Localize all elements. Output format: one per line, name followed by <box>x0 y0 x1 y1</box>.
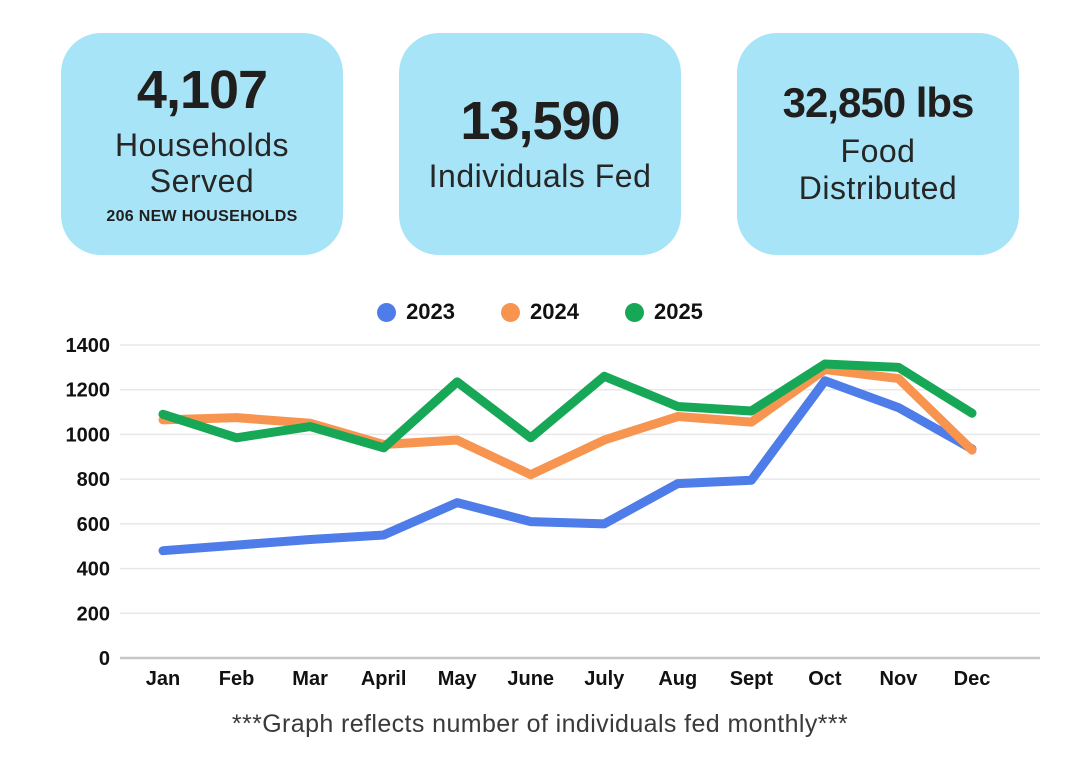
x-tick-label: Sept <box>730 668 774 690</box>
legend-label: 2024 <box>530 299 579 324</box>
x-tick-label: May <box>438 668 478 690</box>
households-served-label: Households Served <box>115 126 289 200</box>
new-households-sub-label: 206 NEW HOUSEHOLDS <box>106 208 298 226</box>
y-tick-label: 800 <box>77 469 110 491</box>
legend-dot-icon <box>624 302 644 322</box>
stat-cards-row: 4,107 Households Served 206 NEW HOUSEHOL… <box>0 33 1080 255</box>
y-tick-label: 200 <box>77 603 110 625</box>
y-tick-label: 1400 <box>66 335 111 357</box>
chart-footnote: ***Graph reflects number of individuals … <box>231 710 849 738</box>
x-tick-label: Nov <box>880 668 919 690</box>
chart-legend: 2023 2024 2025 <box>0 299 1080 325</box>
food-distributed-label: Food Distributed <box>798 133 958 207</box>
stat-card-individuals-fed: 13,590 Individuals Fed <box>399 33 681 255</box>
stat-card-households-served: 4,107 Households Served 206 NEW HOUSEHOL… <box>61 33 343 255</box>
legend-item-2024: 2024 <box>501 299 579 325</box>
x-tick-label: Oct <box>808 668 842 690</box>
x-tick-label: Dec <box>954 668 991 690</box>
y-tick-label: 400 <box>77 559 110 581</box>
x-tick-label: June <box>507 668 554 690</box>
stat-card-food-distributed: 32,850 lbs Food Distributed <box>737 33 1019 255</box>
x-tick-label: Feb <box>219 668 255 690</box>
line-chart: 0 200 400 600 800 1000 1200 1400 Jan Feb Mar April M… <box>66 335 1040 690</box>
y-tick-label: 0 <box>99 648 110 670</box>
y-tick-label: 600 <box>77 514 110 536</box>
legend-dot-icon <box>377 302 397 322</box>
households-served-value: 4,107 <box>136 59 268 120</box>
legend-label: 2023 <box>406 299 456 324</box>
chart-area: 0 200 400 600 800 1000 1200 1400 Jan Feb Mar April M… <box>0 333 1080 703</box>
x-tick-label: Mar <box>292 668 328 690</box>
y-tick-label: 1200 <box>66 380 111 402</box>
legend-item-2023: 2023 <box>377 299 455 325</box>
individuals-fed-value: 13,590 <box>460 91 620 152</box>
food-distributed-value: 32,850 lbs <box>782 79 975 127</box>
legend-item-2025: 2025 <box>624 299 703 325</box>
x-tick-label: Jan <box>146 668 180 690</box>
legend-dot-icon <box>501 302 521 322</box>
individuals-fed-label: Individuals Fed <box>428 157 652 194</box>
x-tick-label: Aug <box>658 668 697 690</box>
series-line-2023 <box>158 376 977 556</box>
series-line-2025 <box>158 359 977 453</box>
y-tick-label: 1000 <box>66 424 111 446</box>
legend-label: 2025 <box>653 299 703 324</box>
x-tick-label: April <box>361 668 407 690</box>
series-line-2024 <box>158 365 977 480</box>
x-tick-label: July <box>584 668 625 690</box>
